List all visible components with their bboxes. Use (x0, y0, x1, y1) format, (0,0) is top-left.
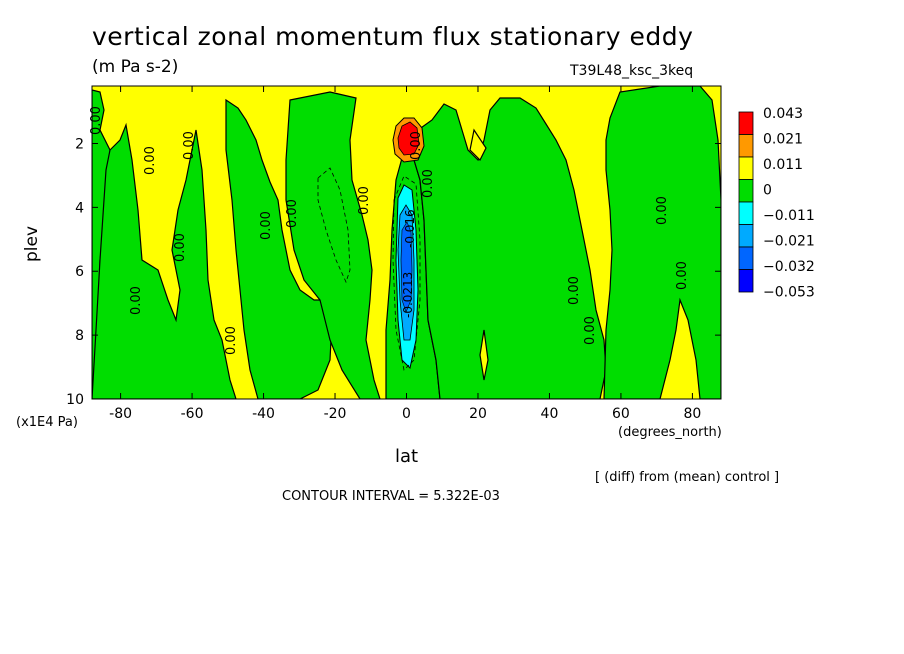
legend-swatch (738, 111, 754, 135)
region-green-far-north (603, 86, 721, 399)
y-axis: 2 4 6 8 10 (66, 136, 721, 408)
x-tick-label: 80 (683, 406, 701, 422)
region-yellow-island-1 (469, 128, 487, 162)
diff-note: [ (diff) from (mean) control ] (595, 470, 780, 485)
x-tick-label: -40 (252, 406, 275, 422)
x-tick-label: 0 (402, 406, 411, 422)
x-tick-label: -60 (181, 406, 204, 422)
y-tick-label: 10 (66, 392, 84, 408)
x-axis: -80 -60 -40 -20 0 20 40 60 80 (109, 86, 701, 422)
legend-swatch (738, 224, 754, 248)
chart-subtitle: (m Pa s-2) (92, 57, 179, 77)
field-layer (92, 86, 721, 399)
contour-label: 0.00 (259, 211, 274, 240)
contour-label: 0.00 (655, 196, 670, 225)
legend-label: 0.021 (763, 132, 803, 148)
x-tick-label: -80 (109, 406, 132, 422)
region-green-north (413, 97, 607, 399)
legend-label: −0.011 (763, 208, 815, 224)
x-tick-label: 20 (469, 406, 487, 422)
y-tick-label: 2 (75, 136, 84, 152)
contour-label: 0.00 (129, 286, 144, 315)
legend-label: 0 (763, 183, 772, 199)
x-axis-label: lat (395, 446, 419, 467)
region-yellow-island-2 (479, 329, 489, 381)
x-tick-label: 40 (541, 406, 559, 422)
contour-interval: CONTOUR INTERVAL = 5.322E-03 (282, 489, 500, 504)
contour-label: 0.00 (409, 131, 424, 160)
legend-label: −0.021 (763, 234, 815, 250)
legend-swatch (738, 246, 754, 270)
legend-label: −0.053 (763, 285, 815, 301)
contour-label: 0.00 (143, 146, 158, 175)
contour-label: 0.00 (567, 276, 582, 305)
contour-label: 0.00 (675, 261, 690, 290)
region-green-south (92, 122, 237, 399)
region-red-core (397, 121, 420, 156)
contour-label: 0.00 (89, 106, 104, 135)
y-axis-label: plev (22, 225, 42, 262)
y-axis-units: (x1E4 Pa) (16, 415, 78, 430)
legend-swatch (738, 179, 754, 203)
dashed-contour-south (317, 167, 351, 284)
contour-label: -0.016 (403, 209, 417, 248)
run-label: T39L48_ksc_3keq (570, 63, 694, 79)
y-tick-label: 6 (75, 264, 84, 280)
legend-label: 0.043 (763, 106, 803, 122)
legend-swatch (738, 269, 754, 293)
contour-label: 0.00 (285, 199, 300, 228)
contour-label: 0.00 (224, 326, 239, 355)
legend-swatch (738, 156, 754, 180)
contour-label: -0.0213 (401, 272, 415, 318)
contour-label: 0.00 (421, 169, 436, 198)
legend-label: 0.011 (763, 157, 803, 173)
x-tick-label: 60 (612, 406, 630, 422)
legend: 0.043 0.021 0.011 0 −0.011 −0.021 −0.032 −0.053 (738, 106, 815, 301)
legend-swatch (738, 201, 754, 225)
legend-label: −0.032 (763, 259, 815, 275)
contour-label: 0.00 (173, 233, 188, 262)
contour-label: 0.00 (583, 316, 598, 345)
contour-label: 0.00 (182, 131, 197, 160)
contour-labels: 0.000.000.000.00 0.000.000.000.000.000.00… (89, 106, 690, 355)
legend-swatch (738, 134, 754, 158)
x-axis-units: (degrees_north) (618, 425, 722, 440)
x-tick-label: -20 (324, 406, 347, 422)
y-tick-label: 8 (75, 328, 84, 344)
chart-title: vertical zonal momentum flux stationary … (92, 22, 694, 51)
region-blue-core (400, 221, 413, 313)
region-green-subtropic (285, 91, 381, 399)
contour-label: 0.00 (357, 186, 372, 215)
y-tick-label: 4 (75, 200, 84, 216)
